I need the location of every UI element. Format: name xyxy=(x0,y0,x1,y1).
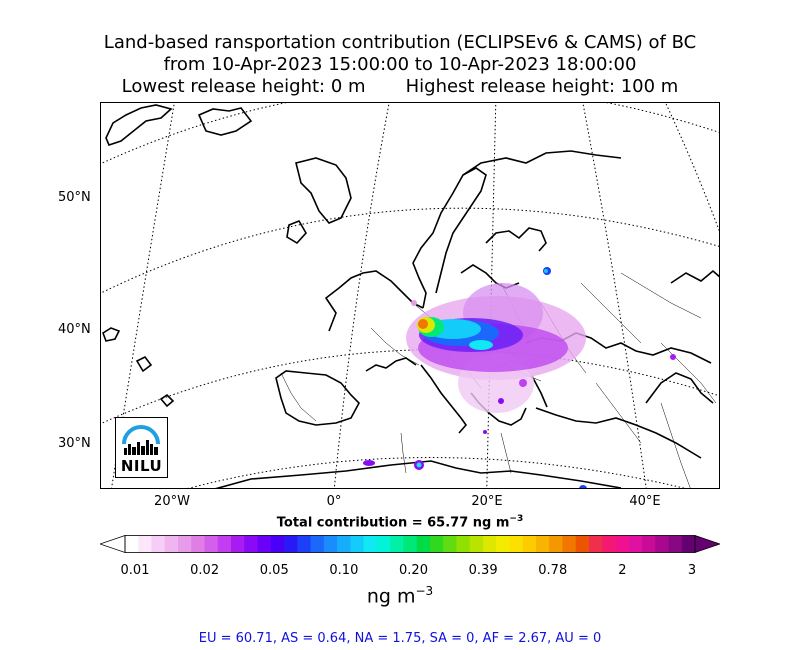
colorbar-tick-label: 0.20 xyxy=(399,563,428,578)
colorbar-cell xyxy=(575,535,590,553)
regional-contributions: EU = 60.71, AS = 0.64, NA = 1.75, SA = 0… xyxy=(198,631,602,646)
colorbar-cell xyxy=(297,535,312,553)
colorbar-cell xyxy=(363,535,378,553)
colorbar-cell xyxy=(416,535,431,553)
nilu-logo-graphic xyxy=(122,425,160,455)
colorbar-cell xyxy=(231,535,245,553)
colorbar-tick-label: 3 xyxy=(687,563,697,578)
chart-title-line1: Land-based ransportation contribution (E… xyxy=(103,32,697,53)
colorbar-cell xyxy=(588,535,603,553)
lowest-release-height: Lowest release height: 0 m xyxy=(121,76,366,97)
colorbar-unit-label: ng m−3 xyxy=(0,584,800,607)
total-contribution-label: Total contribution = 65.77 ng m xyxy=(276,515,510,531)
unit-exp: −3 xyxy=(415,584,434,598)
colorbar-cell xyxy=(602,535,616,553)
colorbar-cell xyxy=(191,535,206,553)
lon-label-20e: 20°E xyxy=(471,494,503,509)
colorbar-cell xyxy=(151,535,166,553)
colorbar-cell xyxy=(456,535,471,553)
colorbar-cell xyxy=(178,535,192,553)
colorbar-cell xyxy=(337,535,351,553)
total-contribution-exp: −3 xyxy=(509,514,524,524)
colorbar-cell xyxy=(217,535,232,553)
colorbar-cell xyxy=(522,535,537,553)
coastlines xyxy=(102,104,719,488)
colorbar-cell xyxy=(125,535,139,553)
colorbar-cell xyxy=(496,535,510,553)
colorbar-cell xyxy=(376,535,391,553)
colorbar-cell xyxy=(284,535,298,553)
colorbar-cell xyxy=(429,535,444,553)
colorbar-outline xyxy=(124,535,696,553)
colorbar-cell xyxy=(323,535,338,553)
colorbar-cell xyxy=(390,535,404,553)
colorbar-tick-label: 0.01 xyxy=(120,563,150,578)
colorbar-cell xyxy=(469,535,484,553)
map-svg xyxy=(101,103,719,488)
colorbar-cell xyxy=(641,535,656,553)
concentration-field xyxy=(363,267,676,488)
colorbar-cell xyxy=(443,535,457,553)
colorbar-cell xyxy=(244,535,259,553)
lat-label-40n: 40°N xyxy=(58,322,91,337)
colorbar-cell xyxy=(310,535,325,553)
colorbar-cell xyxy=(403,535,418,553)
colorbar-tick-label: 2 xyxy=(618,563,627,578)
chart-title-line2: from 10-Apr-2023 15:00:00 to 10-Apr-2023… xyxy=(163,54,637,75)
colorbar-cell xyxy=(509,535,524,553)
colorbar-cell xyxy=(562,535,577,553)
nilu-logo-text: NILU xyxy=(120,457,163,475)
colorbar-tick-label: 0.02 xyxy=(190,563,220,578)
colorbar-tick-label: 0.05 xyxy=(259,563,289,578)
colorbar-cell xyxy=(681,535,696,553)
lon-label-20w: 20°W xyxy=(154,494,190,509)
colorbar-cell xyxy=(668,535,683,553)
colorbar-cell xyxy=(628,535,643,553)
lat-label-50n: 50°N xyxy=(58,190,91,205)
colorbar xyxy=(100,535,720,554)
colorbar-cell xyxy=(138,535,153,553)
chart-title-line3: Lowest release height: 0 m Highest relea… xyxy=(0,76,800,98)
colorbar-tick-label: 0.39 xyxy=(468,563,498,578)
colorbar-cell xyxy=(482,535,497,553)
colorbar-cells xyxy=(125,535,696,553)
map-panel xyxy=(100,102,720,489)
lon-label-0: 0° xyxy=(326,494,342,509)
colorbar-cell xyxy=(549,535,563,553)
colorbar-cell xyxy=(257,535,272,553)
unit-text: ng m xyxy=(366,585,416,608)
colorbar-cell xyxy=(164,535,179,553)
highest-release-height: Highest release height: 100 m xyxy=(405,76,679,97)
lon-label-40e: 40°E xyxy=(629,494,661,509)
total-contribution: Total contribution = 65.77 ng m−3 xyxy=(0,514,800,530)
colorbar-tick-label: 0.10 xyxy=(329,563,359,578)
graticule xyxy=(101,103,719,488)
nilu-logo: NILU xyxy=(115,417,168,478)
colorbar-max-arrow xyxy=(694,535,720,554)
colorbar-min-arrow xyxy=(100,535,126,554)
colorbar-cell xyxy=(655,535,669,553)
colorbar-cell xyxy=(350,535,365,553)
colorbar-tick-label: 0.78 xyxy=(538,563,568,578)
colorbar-cell xyxy=(615,535,630,553)
colorbar-cell xyxy=(270,535,285,553)
colorbar-cell xyxy=(535,535,550,553)
lat-label-30n: 30°N xyxy=(58,436,91,451)
colorbar-cell xyxy=(204,535,219,553)
